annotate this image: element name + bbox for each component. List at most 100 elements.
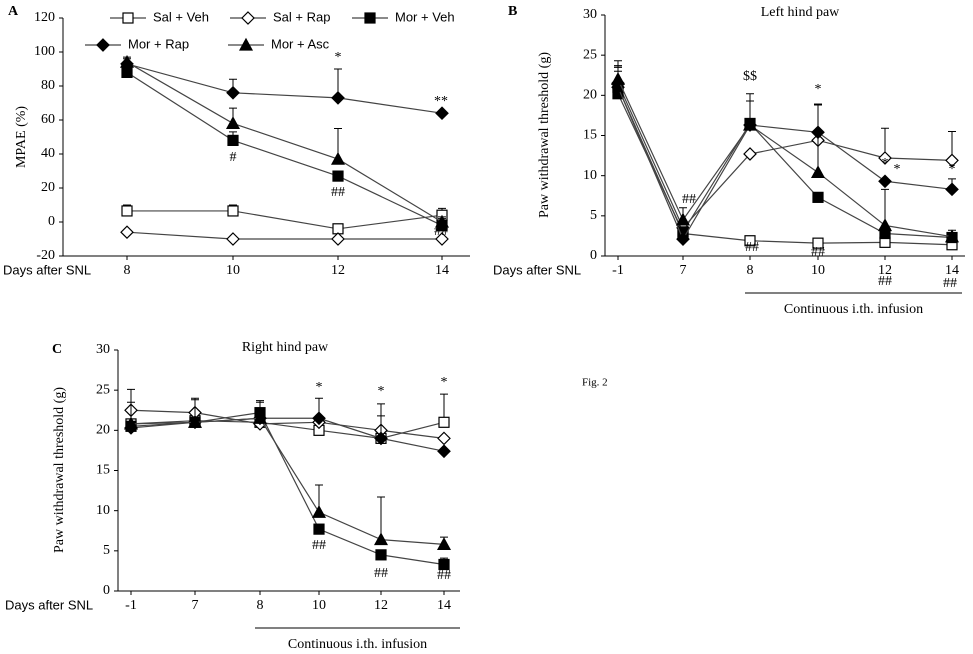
marker	[331, 232, 345, 246]
marker	[438, 416, 450, 428]
marker	[312, 411, 326, 426]
marker	[945, 153, 959, 168]
annotation: **	[434, 94, 448, 109]
series-line	[617, 83, 953, 229]
annotation: *	[894, 162, 901, 177]
annotation: ##	[745, 240, 759, 255]
legend-label: Mor + Veh	[395, 9, 455, 24]
legend-marker	[364, 12, 376, 24]
legend-marker	[96, 38, 110, 52]
y-tick-label: 120	[34, 10, 55, 25]
x-tick-label: 12	[878, 263, 892, 278]
chart-title: Left hind paw	[761, 5, 840, 20]
bracket-label: Continuous i.th. infusion	[784, 302, 923, 317]
series-line	[130, 420, 445, 439]
x-tick-label: 12	[331, 263, 345, 278]
marker	[435, 106, 449, 121]
marker	[810, 165, 826, 179]
marker	[944, 229, 960, 243]
y-tick-label: 40	[41, 146, 55, 161]
y-tick-label: 10	[583, 168, 597, 183]
marker	[435, 232, 449, 246]
marker	[226, 85, 240, 100]
legend-label: Sal + Rap	[273, 9, 330, 24]
y-tick-label: 0	[590, 248, 597, 263]
marker	[812, 191, 824, 203]
x-tick-label: -1	[612, 263, 624, 278]
x-tick-label: 14	[435, 263, 449, 278]
y-axis-label: MPAE (%)	[14, 106, 29, 168]
marker	[374, 431, 388, 446]
marker	[878, 174, 892, 189]
x-tick-label: 10	[226, 263, 240, 278]
marker	[742, 117, 758, 131]
legend-label: Sal + Veh	[153, 9, 209, 24]
annotation: *	[815, 82, 822, 97]
y-tick-label: 5	[103, 543, 110, 558]
marker	[119, 54, 135, 68]
x-tick-label: 14	[437, 598, 451, 613]
annotation: *	[378, 384, 385, 399]
marker	[311, 505, 327, 518]
marker	[743, 147, 757, 161]
marker	[373, 532, 389, 546]
marker	[120, 225, 134, 240]
marker	[123, 416, 139, 430]
marker	[227, 205, 239, 217]
series-line	[617, 93, 953, 239]
series-line	[617, 87, 953, 246]
annotation: *	[335, 50, 342, 65]
marker	[610, 72, 626, 85]
series-line	[130, 412, 445, 566]
series-line	[617, 79, 953, 238]
marker	[437, 444, 451, 459]
marker	[877, 218, 893, 232]
legend-marker	[238, 37, 254, 51]
marker	[812, 237, 824, 249]
x-tick-label: 8	[124, 263, 131, 278]
annotation: *	[882, 156, 889, 171]
marker	[187, 415, 203, 428]
x-tick-label: 14	[945, 263, 959, 278]
marker	[436, 537, 452, 551]
y-tick-label: 0	[48, 214, 55, 229]
series-line	[126, 61, 443, 223]
annotation: ##	[682, 192, 696, 207]
x-tick-label: 12	[374, 598, 388, 613]
marker	[330, 151, 346, 165]
marker	[227, 134, 239, 146]
x-axis-label: Days after SNL	[5, 597, 93, 612]
annotation: ##	[437, 568, 451, 583]
y-tick-label: 20	[41, 180, 55, 195]
x-tick-label: -1	[125, 598, 137, 613]
legend-marker	[241, 11, 255, 25]
series-line	[617, 87, 953, 241]
marker	[332, 170, 344, 182]
x-tick-label: 7	[680, 263, 687, 278]
annotation: ##	[331, 185, 345, 200]
panel-letter: C	[52, 342, 62, 357]
series-line	[130, 409, 445, 439]
x-tick-label: 8	[747, 263, 754, 278]
series-line	[126, 71, 443, 226]
marker	[438, 558, 450, 571]
marker	[437, 431, 451, 446]
y-tick-label: 25	[583, 47, 597, 62]
marker	[252, 411, 268, 424]
x-tick-label: 10	[811, 263, 825, 278]
chart-title: Right hind paw	[242, 340, 329, 355]
y-axis-label: Paw withdrawal threshold (g)	[52, 387, 67, 553]
y-axis-label: Paw withdrawal threshold (g)	[537, 52, 552, 218]
y-tick-label: 15	[96, 463, 110, 478]
y-tick-label: 30	[583, 7, 597, 22]
y-tick-label: 100	[34, 44, 55, 59]
series-line	[130, 417, 445, 452]
x-tick-label: 10	[312, 598, 326, 613]
y-tick-label: 30	[96, 342, 110, 357]
panel-letter: B	[508, 4, 517, 19]
marker	[675, 212, 691, 226]
marker	[313, 523, 325, 535]
marker	[744, 235, 756, 247]
annotation: ##	[878, 274, 892, 289]
